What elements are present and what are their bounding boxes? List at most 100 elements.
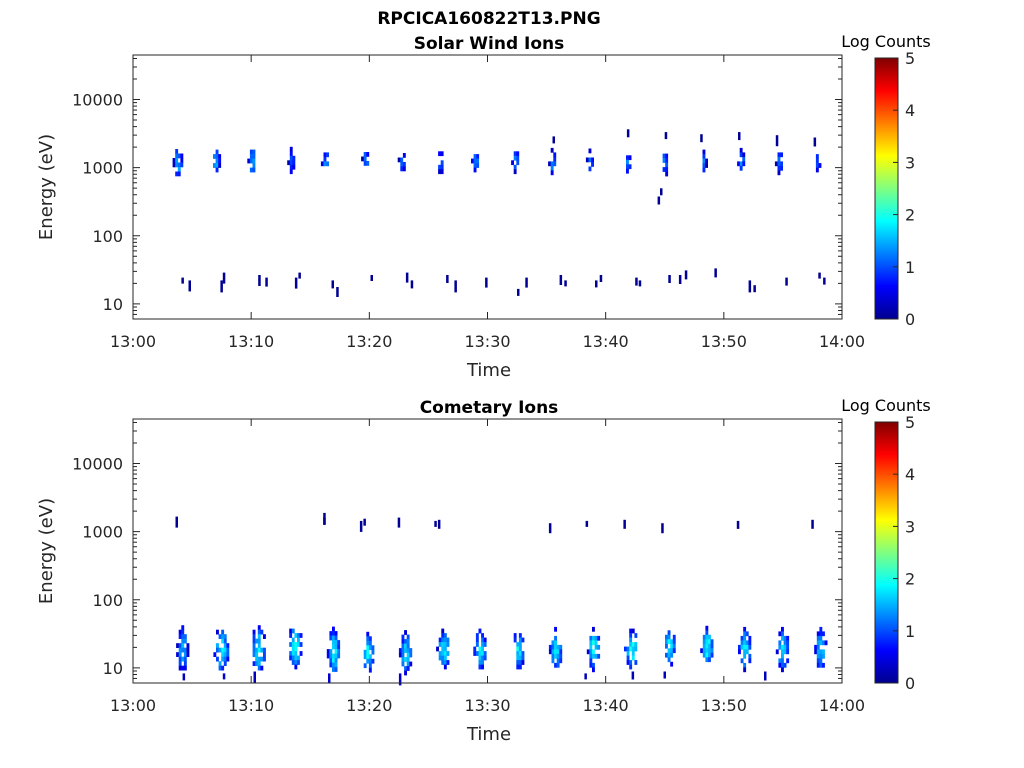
count-cell: [781, 653, 784, 659]
count-cell: [748, 644, 752, 650]
count-cell: [819, 653, 823, 659]
count-cell: [334, 653, 338, 659]
count-cell: [592, 649, 595, 655]
count-cell: [257, 647, 261, 653]
count-cell: [740, 644, 744, 650]
count-cell: [634, 660, 638, 665]
count-cell: [626, 655, 630, 661]
count-cell: [223, 638, 227, 644]
count-cell: [446, 642, 450, 647]
count-cell: [404, 666, 407, 671]
count-cell: [257, 625, 261, 630]
count-cell: [177, 162, 181, 168]
count-cell: [518, 646, 522, 652]
count-point: [660, 188, 663, 196]
count-cell: [745, 631, 749, 637]
ion-cluster: [738, 626, 752, 673]
ion-cluster: [398, 630, 413, 676]
count-point: [631, 671, 635, 680]
count-cell: [334, 644, 338, 650]
count-cell: [406, 652, 410, 658]
count-cell: [629, 642, 633, 647]
count-point: [398, 673, 402, 686]
count-cell: [742, 156, 746, 162]
count-point: [517, 288, 520, 296]
count-point: [663, 671, 666, 679]
count-cell: [783, 662, 787, 668]
count-cell: [551, 658, 555, 664]
count-cell: [213, 163, 216, 168]
count-cell: [221, 638, 225, 644]
count-cell: [329, 658, 333, 663]
count-cell: [332, 640, 335, 645]
count-cell: [777, 152, 781, 158]
ion-cluster: [814, 626, 828, 668]
count-cell: [294, 655, 298, 661]
x-tick-label: 13:00: [110, 332, 156, 351]
count-cell: [215, 158, 219, 164]
count-cell: [221, 629, 225, 635]
count-cell: [334, 631, 338, 636]
count-cell: [183, 638, 187, 644]
count-cell: [518, 651, 522, 656]
count-cell: [556, 649, 560, 655]
count-cell: [181, 638, 185, 644]
x-tick-label: 13:00: [110, 696, 156, 715]
count-cell: [589, 640, 593, 646]
colorbar-ticks: 0 1 2 3 4 5: [893, 413, 915, 693]
x-tick-label: 13:10: [228, 332, 274, 351]
count-cell: [216, 647, 219, 653]
count-cell: [297, 633, 300, 638]
count-cell: [551, 644, 555, 650]
count-cell: [291, 651, 295, 656]
count-cell: [473, 646, 477, 652]
count-cell: [586, 649, 590, 655]
count-cell: [438, 169, 441, 175]
count-point: [678, 275, 682, 284]
count-cell: [783, 649, 787, 655]
count-point: [818, 272, 821, 279]
count-cell: [475, 633, 479, 638]
count-point: [764, 671, 767, 681]
count-cell: [299, 633, 303, 638]
count-cell: [178, 629, 182, 635]
count-cell: [516, 655, 520, 661]
count-cell: [745, 640, 749, 646]
count-cell: [778, 644, 782, 650]
count-cell: [473, 158, 477, 164]
count-point: [564, 280, 567, 287]
count-cell: [213, 154, 216, 159]
count-cell: [740, 658, 744, 664]
count-cell: [631, 628, 635, 634]
count-cell: [223, 634, 227, 639]
count-cell: [329, 653, 333, 659]
count-cell: [287, 160, 291, 166]
count-cell: [297, 655, 300, 661]
count-cell: [778, 662, 782, 668]
count-cell: [443, 660, 447, 665]
count-cell: [329, 662, 333, 668]
count-cell: [819, 649, 823, 655]
colorbar-tick-label: 2: [905, 570, 915, 589]
count-cell: [483, 655, 487, 661]
count-cell: [471, 158, 474, 164]
y-tick-label: 100: [92, 227, 123, 246]
count-cell: [628, 155, 632, 161]
count-cell: [323, 156, 327, 162]
count-point: [485, 277, 488, 288]
solar-wind-ions-panel: Solar Wind Ions 13:00 13:10 13:20 13:30 13:4…: [36, 32, 931, 381]
count-cell: [326, 161, 329, 167]
count-point: [328, 673, 331, 684]
count-cell: [786, 658, 790, 664]
count-point: [785, 277, 788, 286]
count-cell: [252, 167, 256, 173]
count-point: [258, 275, 261, 286]
ion-cluster: [774, 152, 783, 176]
count-cell: [441, 646, 445, 652]
count-cell: [438, 655, 442, 661]
count-cell: [402, 153, 406, 158]
count-point: [182, 673, 186, 681]
count-cell: [255, 647, 259, 653]
count-cell: [221, 652, 225, 657]
ion-cluster: [438, 151, 444, 175]
